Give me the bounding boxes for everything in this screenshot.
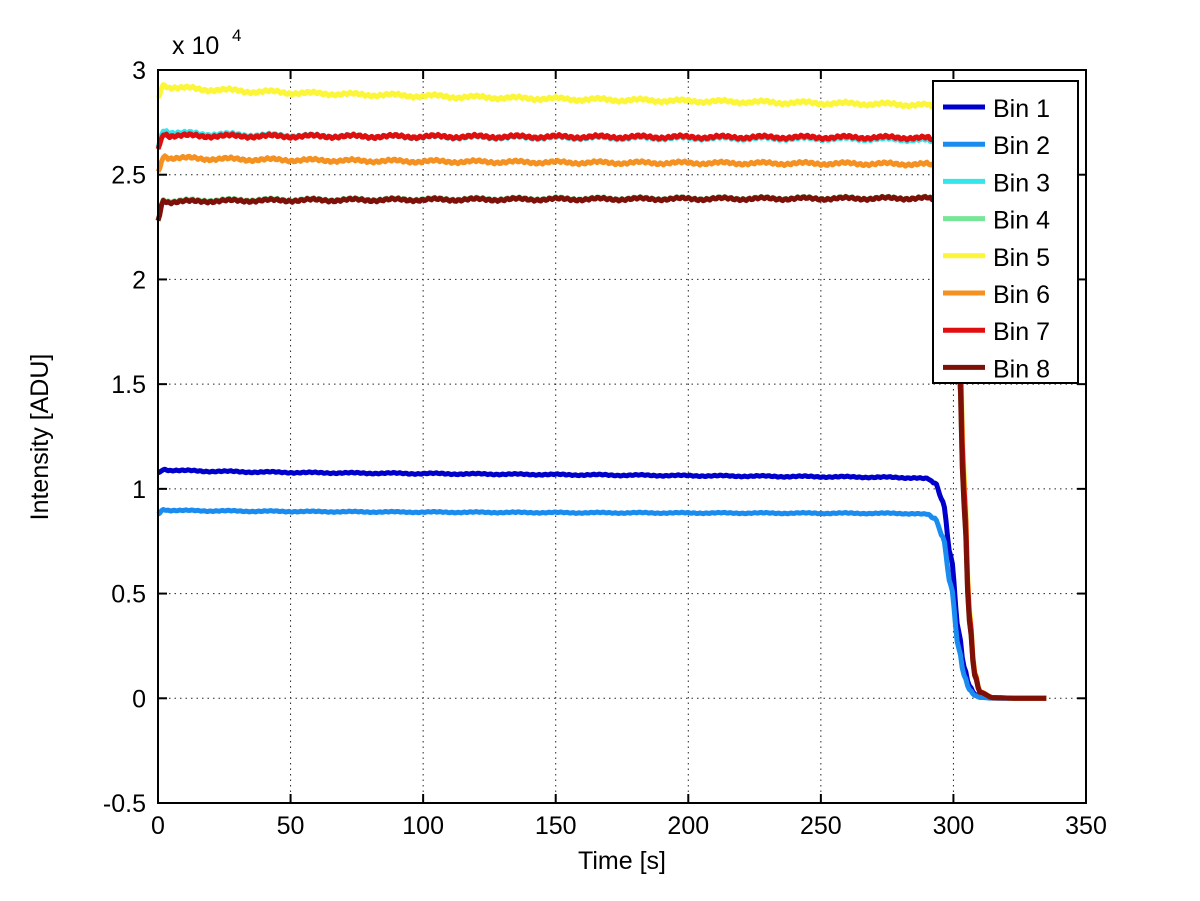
series-line-bin-8 [155,194,1048,701]
x-tick-label: 150 [535,812,577,840]
x-tick-label: 50 [277,812,305,840]
series-line-bin-1 [157,466,1048,701]
x-axis-title: Time [s] [578,847,666,875]
y-tick-label: 1 [132,476,146,504]
x-tick-label: 0 [151,812,165,840]
x-tick-label: 200 [667,812,709,840]
legend-label-bin-7: Bin 7 [993,318,1050,346]
plot-frame [157,69,1087,804]
legend-label-bin-2: Bin 2 [993,132,1050,160]
y-tick-labels: -0.5 0 0.5 1 1.5 2 2.5 3 [103,57,146,818]
y-axis-exponent-label: x 10 [172,32,219,60]
series-line-bin-2 [156,507,1048,701]
y-tick-label: 1.5 [111,371,146,399]
y-tick-label: 3 [132,57,146,85]
y-axis-title: Intensity [ADU] [26,354,54,521]
legend-label-bin-8: Bin 8 [993,355,1050,383]
legend-label-bin-3: Bin 3 [993,169,1050,197]
y-tick-label: 0 [132,685,146,713]
legend-label-bin-4: Bin 4 [993,207,1050,235]
tick-marks [157,69,1087,804]
y-tick-label: -0.5 [103,790,146,818]
y-tick-label: 0.5 [111,581,146,609]
x-tick-labels: 0 50 100 150 200 250 300 350 [151,812,1107,840]
y-axis-exponent-power: 4 [232,26,241,45]
legend-label-bin-5: Bin 5 [993,244,1050,272]
plot-area-background [158,70,1086,803]
x-tick-label: 250 [800,812,842,840]
y-tick-label: 2 [132,266,146,294]
series-line-bin-6 [155,153,1048,701]
x-tick-label: 350 [1065,812,1107,840]
x-tick-label: 300 [933,812,975,840]
y-tick-label: 2.5 [111,162,146,190]
series-line-bin-7 [155,131,1048,701]
x-tick-label: 100 [402,812,444,840]
data-series-layer [155,82,1048,701]
legend: Bin 1 Bin 2 Bin 3 Bin 4 Bin 5 Bin 6 Bin 7 Bin 8 [932,80,1079,384]
legend-entries: Bin 1 Bin 2 Bin 3 Bin 4 Bin 5 Bin 6 Bin 7 Bin 8 [943,95,1050,383]
series-line-bin-5 [155,82,1048,701]
legend-label-bin-6: Bin 6 [993,281,1050,309]
legend-label-bin-1: Bin 1 [993,95,1050,123]
